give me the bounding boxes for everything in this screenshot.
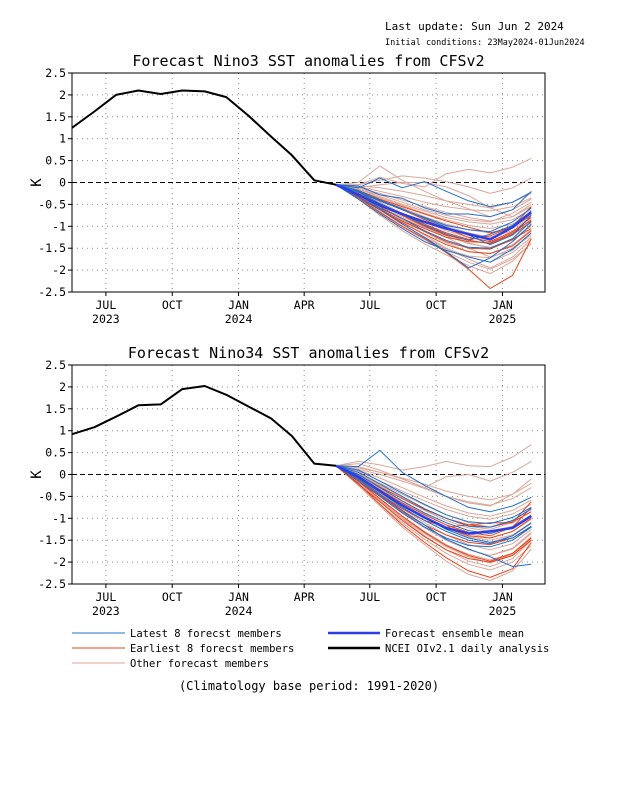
series-ensemble-mean (335, 183, 533, 241)
y-tick-label: -0.5 (38, 489, 66, 503)
series-latest-member (335, 465, 532, 548)
y-tick-label: -1.5 (38, 241, 66, 255)
series-other-member (335, 184, 532, 225)
legend: Latest 8 forecst members Earliest 8 fore… (72, 628, 549, 670)
series-earliest-member (335, 465, 532, 578)
x-tick-label: OCT (162, 298, 183, 312)
x-tick-label: JUL (359, 298, 380, 312)
y-tick-label: -1.5 (38, 533, 66, 547)
x-tick-label: JAN (228, 298, 249, 312)
chart-title: Forecast Nino3 SST anomalies from CFSv2 (132, 52, 484, 70)
y-tick-label: 2 (59, 380, 66, 394)
series-observed (71, 89, 337, 186)
series-other-member (335, 444, 532, 471)
y-tick-label: 0 (59, 468, 66, 482)
x-tick-label: JAN (492, 590, 513, 604)
y-tick-label: 1.5 (45, 110, 66, 124)
series-other-member (335, 182, 532, 218)
plot-frame (71, 364, 546, 585)
series-other-member (335, 184, 532, 275)
nino3-chart: Forecast Nino3 SST anomalies from CFSv2 2… (29, 52, 546, 326)
y-axis-label: K (29, 178, 45, 187)
initial-conditions-text: Initial conditions: 23May2024-01Jun2024 (385, 38, 585, 48)
x-tick-year: 2025 (489, 604, 517, 618)
x-tick-year: 2023 (92, 312, 120, 326)
x-tick-label: JUL (359, 590, 380, 604)
x-tick-label: JUL (95, 298, 116, 312)
x-tick-label: OCT (162, 590, 183, 604)
series-latest-member (335, 184, 532, 241)
series-other-member (335, 465, 532, 581)
series-other-member (335, 184, 532, 223)
series-latest-member (335, 177, 532, 208)
legend-other-label: Other forecast members (130, 658, 269, 670)
x-tick-year: 2023 (92, 604, 120, 618)
y-tick-label: 1 (59, 424, 66, 438)
last-update-text: Last update: Sun Jun 2 2024 (385, 20, 564, 33)
y-tick-label: -2.5 (38, 285, 66, 299)
nino34-chart: Forecast Nino34 SST anomalies from CFSv2… (29, 344, 546, 618)
series-earliest-member (335, 465, 532, 562)
x-tick-label: APR (294, 298, 315, 312)
climatology-footnote: (Climatology base period: 1991-2020) (179, 679, 439, 693)
y-tick-label: -1 (52, 219, 66, 233)
series-latest-member (335, 184, 532, 246)
series-other-member (335, 465, 532, 571)
x-tick-year: 2024 (225, 604, 253, 618)
series-other-member (335, 460, 532, 489)
series-earliest-member (335, 465, 532, 546)
y-tick-label: 2.5 (45, 358, 66, 372)
series-latest-member (335, 465, 532, 528)
series-observed (71, 385, 336, 467)
plot-frame (71, 72, 546, 293)
y-tick-label: -2 (52, 263, 66, 277)
legend-latest-label: Latest 8 forecst members (130, 628, 282, 640)
series-latest-member (335, 184, 532, 233)
x-tick-label: JAN (492, 298, 513, 312)
x-tick-label: APR (294, 590, 315, 604)
x-tick-label: JUL (95, 590, 116, 604)
y-tick-label: 0.5 (45, 154, 66, 168)
legend-earliest-label: Earliest 8 forecst members (130, 643, 294, 655)
series-other-member (335, 465, 532, 517)
y-tick-label: 1.5 (45, 402, 66, 416)
y-tick-label: 2 (59, 88, 66, 102)
x-tick-label: OCT (426, 298, 447, 312)
x-tick-year: 2024 (225, 312, 253, 326)
series-other-member (335, 184, 532, 212)
y-tick-label: -2.5 (38, 577, 66, 591)
x-tick-label: JAN (228, 590, 249, 604)
y-tick-label: 0 (59, 176, 66, 190)
y-tick-label: -0.5 (38, 197, 66, 211)
series-other-member (335, 465, 532, 506)
series-other-member (335, 465, 532, 501)
series-latest-member (335, 184, 532, 263)
legend-obs-label: NCEI OIv2.1 daily analysis (385, 643, 549, 655)
series-latest-member (335, 465, 532, 525)
series-ensemble-mean (335, 464, 532, 535)
series-latest-member (335, 449, 532, 513)
y-tick-label: 0.5 (45, 446, 66, 460)
y-tick-label: 2.5 (45, 66, 66, 80)
y-tick-label: 1 (59, 132, 66, 146)
y-axis-label: K (29, 470, 45, 479)
legend-mean-label: Forecast ensemble mean (385, 628, 524, 640)
series-latest-member (335, 184, 532, 269)
chart-title: Forecast Nino34 SST anomalies from CFSv2 (128, 344, 489, 362)
y-tick-label: -2 (52, 555, 66, 569)
y-tick-label: -1 (52, 511, 66, 525)
x-tick-label: OCT (426, 590, 447, 604)
x-tick-year: 2025 (489, 312, 517, 326)
series-earliest-member (335, 465, 532, 563)
series-other-member (335, 184, 532, 209)
series-latest-member (335, 184, 532, 218)
